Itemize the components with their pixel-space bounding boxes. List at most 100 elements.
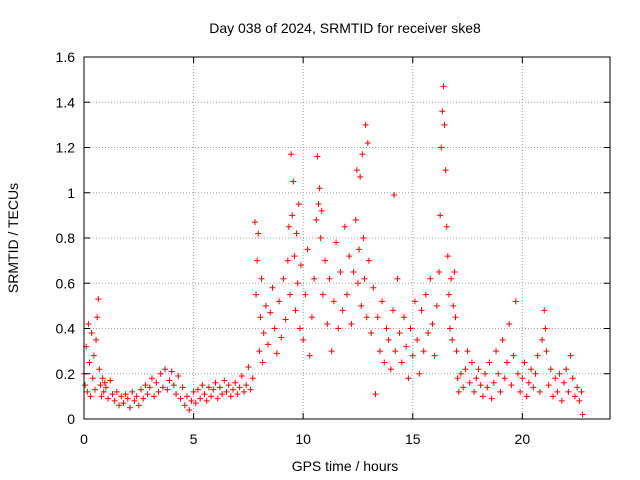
data-point bbox=[541, 307, 548, 314]
data-point bbox=[236, 384, 243, 391]
data-point bbox=[257, 314, 264, 321]
data-point bbox=[429, 320, 436, 327]
data-point bbox=[306, 352, 313, 359]
data-point bbox=[313, 216, 320, 223]
data-point bbox=[512, 298, 519, 305]
data-point bbox=[447, 325, 454, 332]
data-point bbox=[353, 167, 360, 174]
data-point bbox=[214, 395, 221, 402]
data-point bbox=[249, 375, 256, 382]
data-point bbox=[488, 395, 495, 402]
data-point bbox=[578, 388, 585, 395]
data-point bbox=[370, 284, 377, 291]
data-point bbox=[225, 382, 232, 389]
data-point bbox=[219, 391, 226, 398]
data-point bbox=[567, 352, 574, 359]
data-point bbox=[441, 121, 448, 128]
data-point bbox=[519, 375, 526, 382]
data-point bbox=[348, 320, 355, 327]
data-point bbox=[285, 223, 292, 230]
x-tick-label: 20 bbox=[515, 431, 531, 447]
data-point bbox=[201, 391, 208, 398]
data-point bbox=[569, 375, 576, 382]
y-tick-label: 0.6 bbox=[56, 275, 76, 291]
data-point bbox=[358, 302, 365, 309]
data-point bbox=[265, 341, 272, 348]
data-point bbox=[346, 253, 353, 260]
data-point bbox=[425, 330, 432, 337]
data-point bbox=[144, 391, 151, 398]
data-point bbox=[534, 352, 541, 359]
data-point bbox=[188, 397, 195, 404]
data-point bbox=[276, 298, 283, 305]
data-point bbox=[542, 325, 549, 332]
data-point bbox=[177, 395, 184, 402]
data-point bbox=[574, 384, 581, 391]
data-point bbox=[495, 370, 502, 377]
x-tick-label: 0 bbox=[80, 431, 88, 447]
data-point bbox=[232, 379, 239, 386]
data-point bbox=[243, 382, 250, 389]
x-tick-label: 15 bbox=[405, 431, 421, 447]
data-point bbox=[357, 173, 364, 180]
data-point bbox=[579, 411, 586, 418]
data-point bbox=[536, 388, 543, 395]
data-point bbox=[337, 268, 344, 275]
data-point bbox=[449, 336, 456, 343]
y-tick-label: 0.8 bbox=[56, 230, 76, 246]
data-point bbox=[433, 302, 440, 309]
data-point bbox=[287, 291, 294, 298]
data-point bbox=[230, 386, 237, 393]
data-point bbox=[135, 402, 142, 409]
data-point bbox=[197, 395, 204, 402]
data-point bbox=[510, 352, 517, 359]
data-point bbox=[173, 391, 180, 398]
data-point bbox=[113, 388, 120, 395]
data-point bbox=[199, 382, 206, 389]
data-point bbox=[477, 382, 484, 389]
data-point bbox=[258, 275, 265, 282]
data-point bbox=[227, 393, 234, 400]
data-point bbox=[339, 307, 346, 314]
data-point bbox=[324, 320, 331, 327]
data-point bbox=[394, 275, 401, 282]
data-point bbox=[86, 359, 93, 366]
data-point bbox=[151, 393, 158, 400]
y-axis-label: SRMTID / TECUs bbox=[5, 183, 21, 293]
data-point bbox=[326, 275, 333, 282]
data-point bbox=[184, 393, 191, 400]
data-point bbox=[208, 393, 215, 400]
data-point bbox=[451, 268, 458, 275]
data-point bbox=[262, 302, 269, 309]
data-point bbox=[361, 275, 368, 282]
data-point bbox=[385, 336, 392, 343]
data-point bbox=[354, 280, 361, 287]
data-point bbox=[560, 379, 567, 386]
data-point bbox=[528, 366, 535, 373]
data-point bbox=[148, 375, 155, 382]
data-point bbox=[409, 352, 416, 359]
data-point bbox=[464, 348, 471, 355]
data-point bbox=[416, 370, 423, 377]
data-point bbox=[101, 379, 108, 386]
data-point bbox=[255, 230, 262, 237]
data-point bbox=[102, 384, 109, 391]
data-point bbox=[82, 382, 89, 389]
x-axis-label: GPS time / hours bbox=[292, 458, 399, 474]
data-point bbox=[391, 192, 398, 199]
tick-labels: 0 0.2 0.4 0.6 0.8 1 1.2 1.4 1.6 0 5 10 15 20 bbox=[56, 49, 531, 447]
data-point bbox=[304, 246, 311, 253]
data-point bbox=[107, 377, 114, 384]
data-point bbox=[292, 307, 299, 314]
data-point bbox=[365, 257, 372, 264]
data-point bbox=[146, 384, 153, 391]
data-point bbox=[422, 291, 429, 298]
data-point bbox=[316, 185, 323, 192]
data-point bbox=[490, 379, 497, 386]
data-point bbox=[364, 139, 371, 146]
data-point bbox=[376, 348, 383, 355]
data-point bbox=[359, 151, 366, 158]
data-point bbox=[503, 359, 510, 366]
data-point bbox=[486, 359, 493, 366]
data-point bbox=[140, 395, 147, 402]
